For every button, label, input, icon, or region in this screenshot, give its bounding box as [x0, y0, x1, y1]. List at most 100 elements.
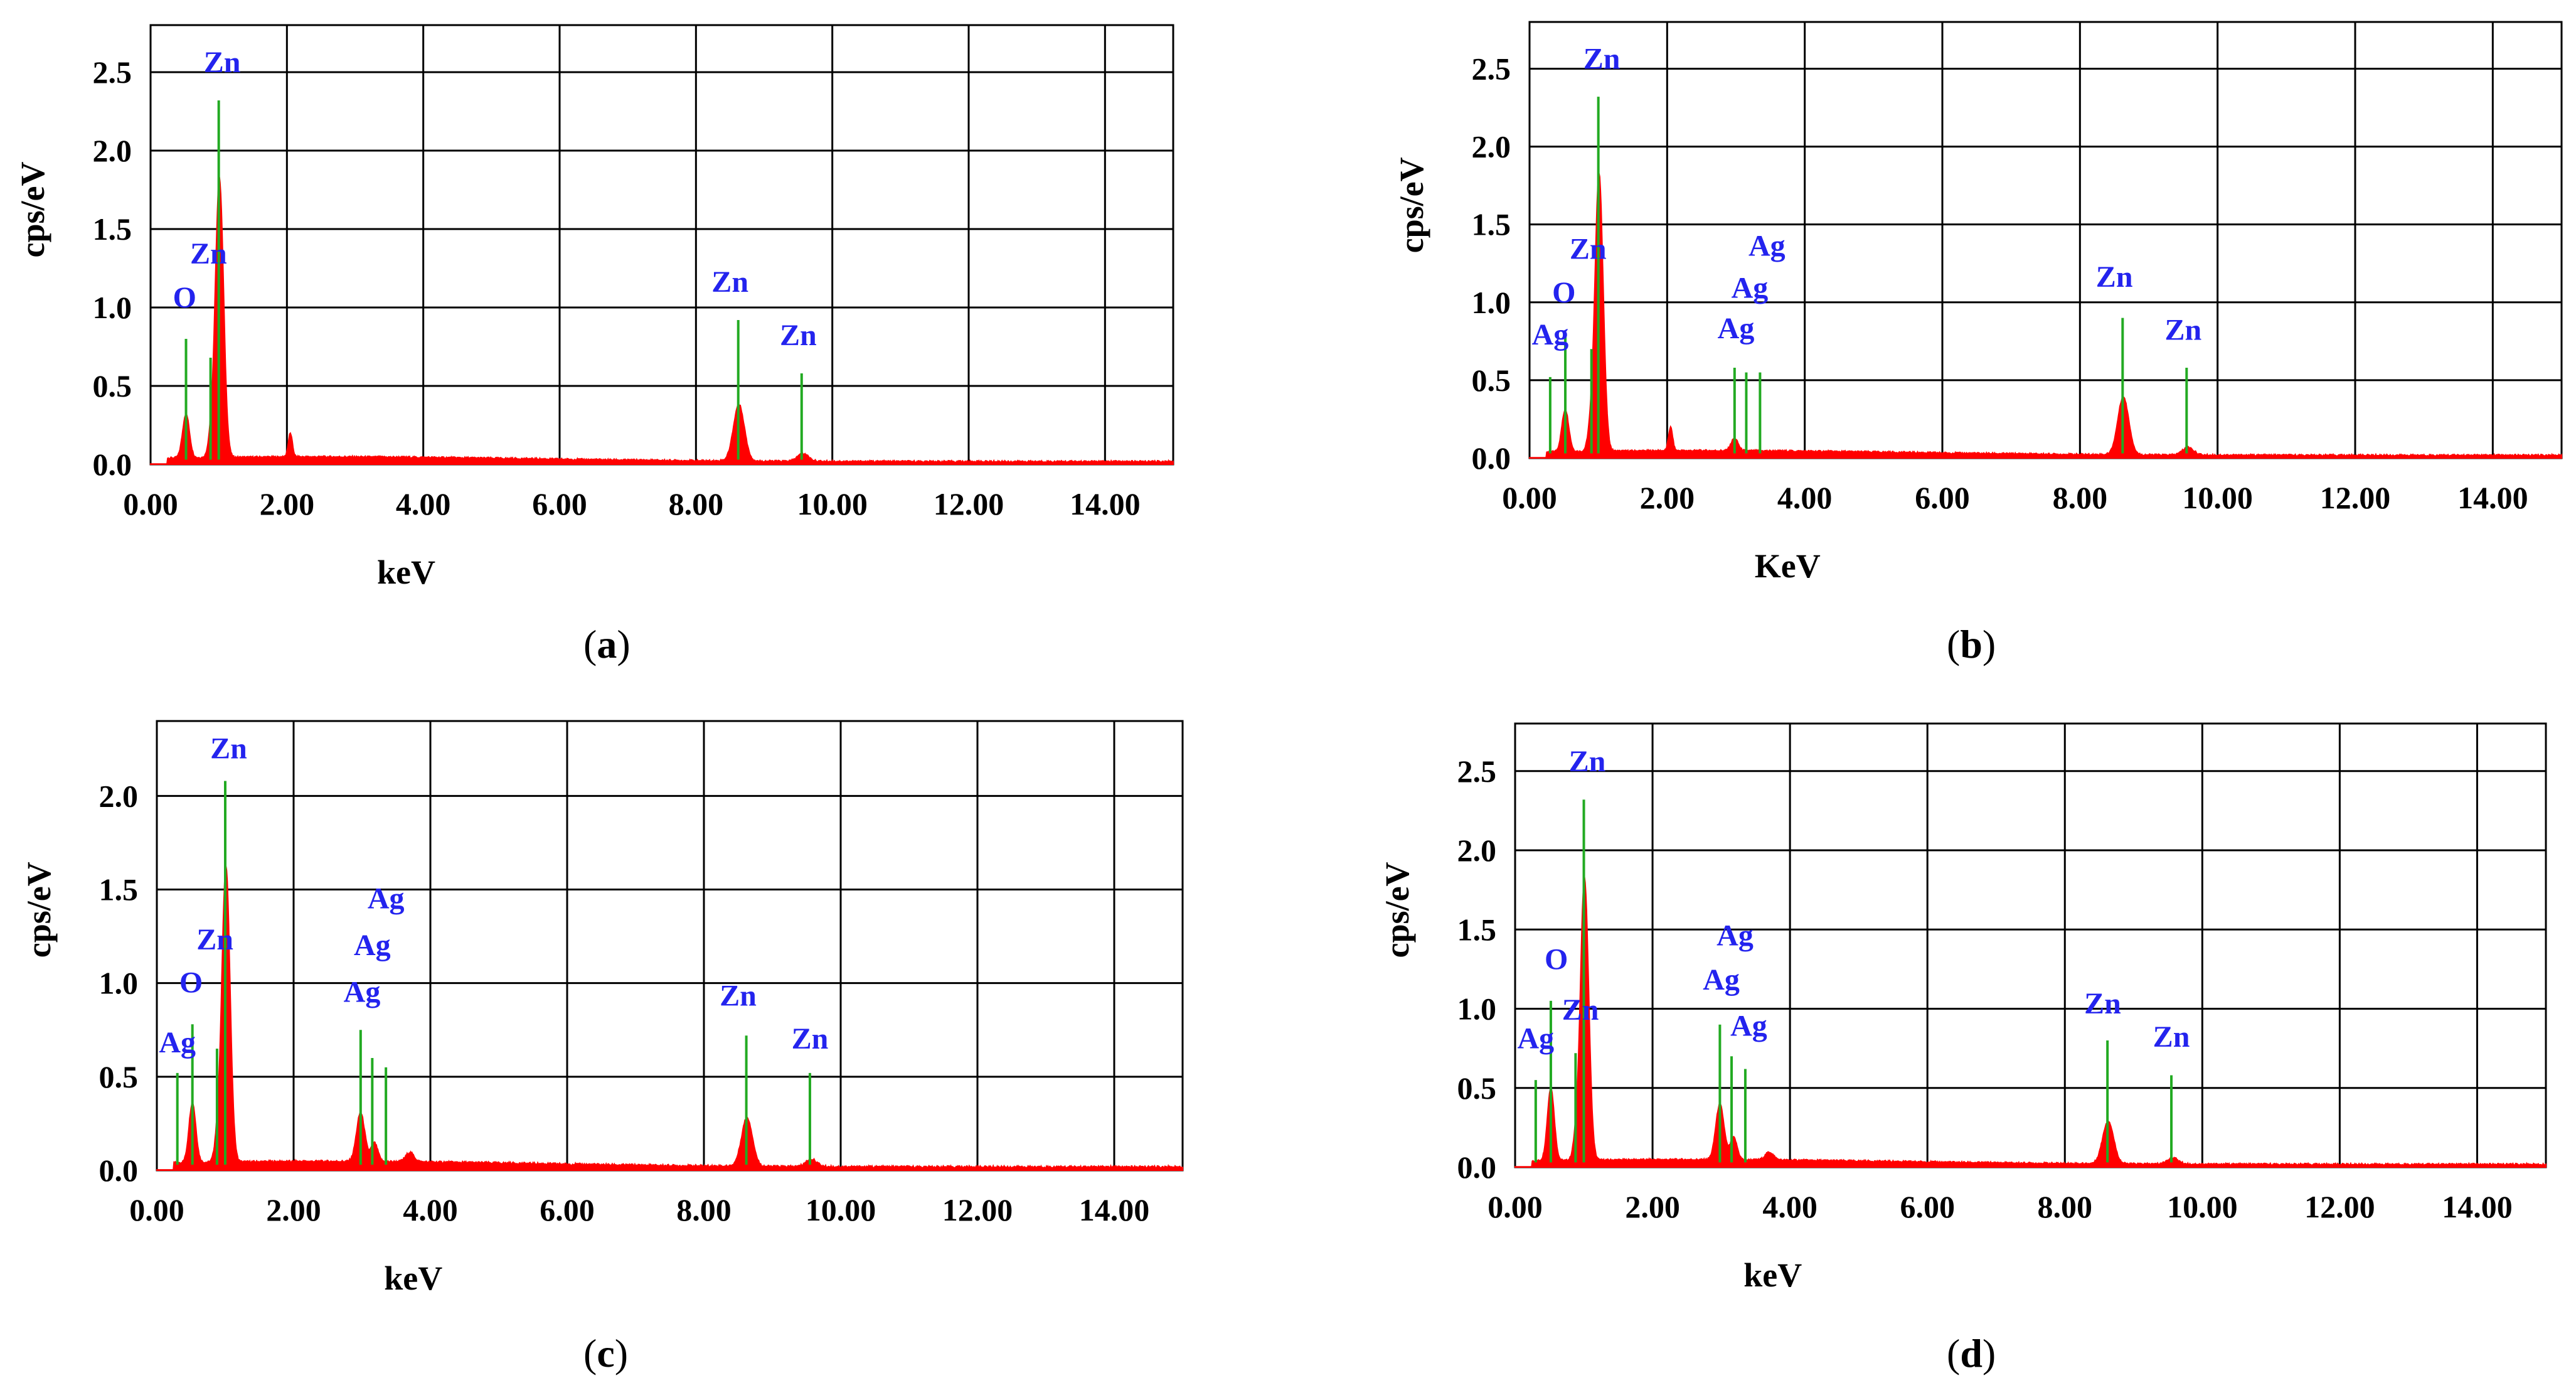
peak-label: Ag: [1730, 1009, 1767, 1042]
peak-label: Zn: [720, 979, 757, 1012]
y-axis-label: cps/eV: [14, 162, 51, 258]
y-tick-label: 1.5: [99, 872, 139, 907]
y-tick-label: 1.0: [1457, 991, 1497, 1027]
x-tick-label: 2.00: [266, 1192, 321, 1227]
x-tick-label: 6.00: [1915, 480, 1970, 515]
plot-frame: [1528, 21, 2563, 459]
x-tick-label: 12.00: [934, 486, 1004, 521]
x-tick-label: 10.00: [806, 1192, 876, 1227]
peak-label: O: [1552, 276, 1575, 309]
y-axis-label: cps/eV: [1378, 862, 1416, 958]
peak-label: Ag: [1748, 229, 1786, 262]
x-tick-label: 12.00: [942, 1192, 1013, 1227]
x-tick-label: 8.00: [676, 1192, 732, 1227]
y-tick-label: 0.0: [1457, 1150, 1497, 1185]
peak-label: Zn: [2164, 313, 2201, 346]
plot-frame: [156, 720, 1184, 1172]
y-tick-label: 1.0: [93, 290, 132, 325]
y-axis-label: cps/eV: [1393, 157, 1430, 253]
y-tick-label: 1.5: [1457, 912, 1497, 947]
caption-c: (c): [583, 1331, 629, 1376]
spectrum-series: [150, 177, 1174, 465]
x-tick-label: 2.00: [1640, 480, 1695, 515]
x-axis-label: KeV: [1755, 547, 1821, 585]
x-tick-label: 10.00: [797, 486, 868, 521]
peak-label: Ag: [1716, 919, 1754, 953]
x-tick-label: 4.00: [1762, 1189, 1818, 1224]
y-tick-label: 2.0: [1472, 129, 1511, 164]
y-tick-label: 1.5: [1472, 207, 1511, 242]
peak-label: Zn: [792, 1022, 829, 1055]
grid: [151, 25, 1173, 464]
x-axis-label: keV: [1743, 1256, 1802, 1294]
x-tick-label: 4.00: [396, 486, 451, 521]
chart-b: Zn Ag Zn Ag O Ag Ag Zn Zn 0.00 2.00 4.00 6.00 8.00 10.…: [1393, 21, 2563, 585]
x-tick-label: 4.00: [1777, 480, 1833, 515]
y-tick-label: 2.0: [99, 778, 139, 813]
y-tick-label: 0.0: [1472, 441, 1511, 476]
x-tick-label: 6.00: [1900, 1189, 1955, 1224]
peak-label: Ag: [1532, 318, 1569, 351]
x-tick-label: 0.00: [123, 486, 178, 521]
peak-label: Zn: [204, 46, 241, 79]
x-tick-label: 8.00: [2053, 480, 2108, 515]
x-tick-label: 10.00: [2167, 1189, 2238, 1224]
spectrum-series: [1529, 173, 2562, 459]
peak-label: Zn: [210, 732, 247, 766]
plot-frame: [1514, 722, 2547, 1168]
peak-label: Zn: [196, 923, 233, 956]
chart-a: Zn Zn O Zn Zn 0.00 2.00 4.00 6.00 8.00 10.00 12.00 1…: [14, 24, 1174, 591]
x-tick-label: 12.00: [2320, 480, 2391, 515]
y-tick-label: 2.0: [93, 133, 132, 168]
x-tick-label: 6.00: [540, 1192, 595, 1227]
peak-label: O: [173, 281, 196, 314]
peak-label: O: [179, 966, 203, 1000]
peak-label: Zn: [1569, 745, 1606, 778]
grid: [1515, 724, 2546, 1167]
peak-label: Zn: [1562, 993, 1599, 1027]
peak-label: Zn: [2084, 987, 2121, 1020]
y-tick-label: 0.5: [1457, 1071, 1497, 1106]
peak-label: Zn: [711, 265, 748, 299]
peak-label: Ag: [1718, 312, 1755, 345]
caption-d: (d): [1947, 1331, 1996, 1376]
x-tick-label: 14.00: [2442, 1189, 2513, 1224]
y-tick-label: 0.0: [93, 447, 132, 482]
chart-c: Zn Ag Ag Zn O Ag Ag Zn Zn 0.00 2.00 4.00 6.00 8.00 10.…: [20, 720, 1184, 1297]
y-tick-label: 0.0: [99, 1153, 139, 1188]
spectrum-series: [1514, 877, 2547, 1168]
peak-label: Zn: [780, 319, 817, 352]
grid: [157, 721, 1183, 1170]
x-tick-label: 6.00: [532, 486, 587, 521]
y-tick-label: 2.0: [1457, 833, 1497, 868]
peak-label: Ag: [354, 929, 391, 962]
peak-label: Zn: [2153, 1020, 2190, 1054]
panel-b: Zn Ag Zn Ag O Ag Ag Zn Zn 0.00 2.00 4.00 6.00 8.00 10.…: [1288, 0, 2576, 700]
x-tick-label: 0.00: [129, 1192, 184, 1227]
peak-label: Ag: [159, 1026, 196, 1059]
caption-a-label: a: [597, 622, 617, 666]
peak-label: Ag: [1703, 963, 1740, 997]
x-tick-label: 2.00: [260, 486, 315, 521]
y-tick-label: 0.5: [1472, 363, 1511, 398]
panel-d: Zn Ag O Ag Ag Zn Ag Zn Zn 0.00 2.00 4.00 6.00 8.00 10.…: [1288, 700, 2576, 1399]
x-axis-label: keV: [384, 1259, 442, 1297]
x-tick-label: 10.00: [2182, 480, 2253, 515]
spectrum-series: [156, 866, 1183, 1171]
peak-label: Ag: [1732, 271, 1769, 304]
y-axis-label: cps/eV: [20, 862, 58, 958]
peak-label: Ag: [368, 882, 405, 915]
peak-label: Zn: [1570, 232, 1607, 265]
x-tick-label: 14.00: [1070, 486, 1141, 521]
peak-label: Zn: [190, 237, 227, 270]
x-tick-label: 0.00: [1502, 480, 1557, 515]
panel-a: Zn Zn O Zn Zn 0.00 2.00 4.00 6.00 8.00 10.00 12.00 1…: [0, 0, 1288, 700]
x-tick-label: 14.00: [2457, 480, 2528, 515]
x-tick-label: 2.00: [1625, 1189, 1680, 1224]
y-tick-label: 1.0: [1472, 285, 1511, 320]
y-tick-label: 0.5: [99, 1059, 139, 1094]
peak-label: Zn: [1583, 42, 1621, 75]
x-tick-label: 4.00: [403, 1192, 458, 1227]
caption-b-label: b: [1960, 622, 1983, 666]
x-tick-label: 8.00: [2038, 1189, 2093, 1224]
